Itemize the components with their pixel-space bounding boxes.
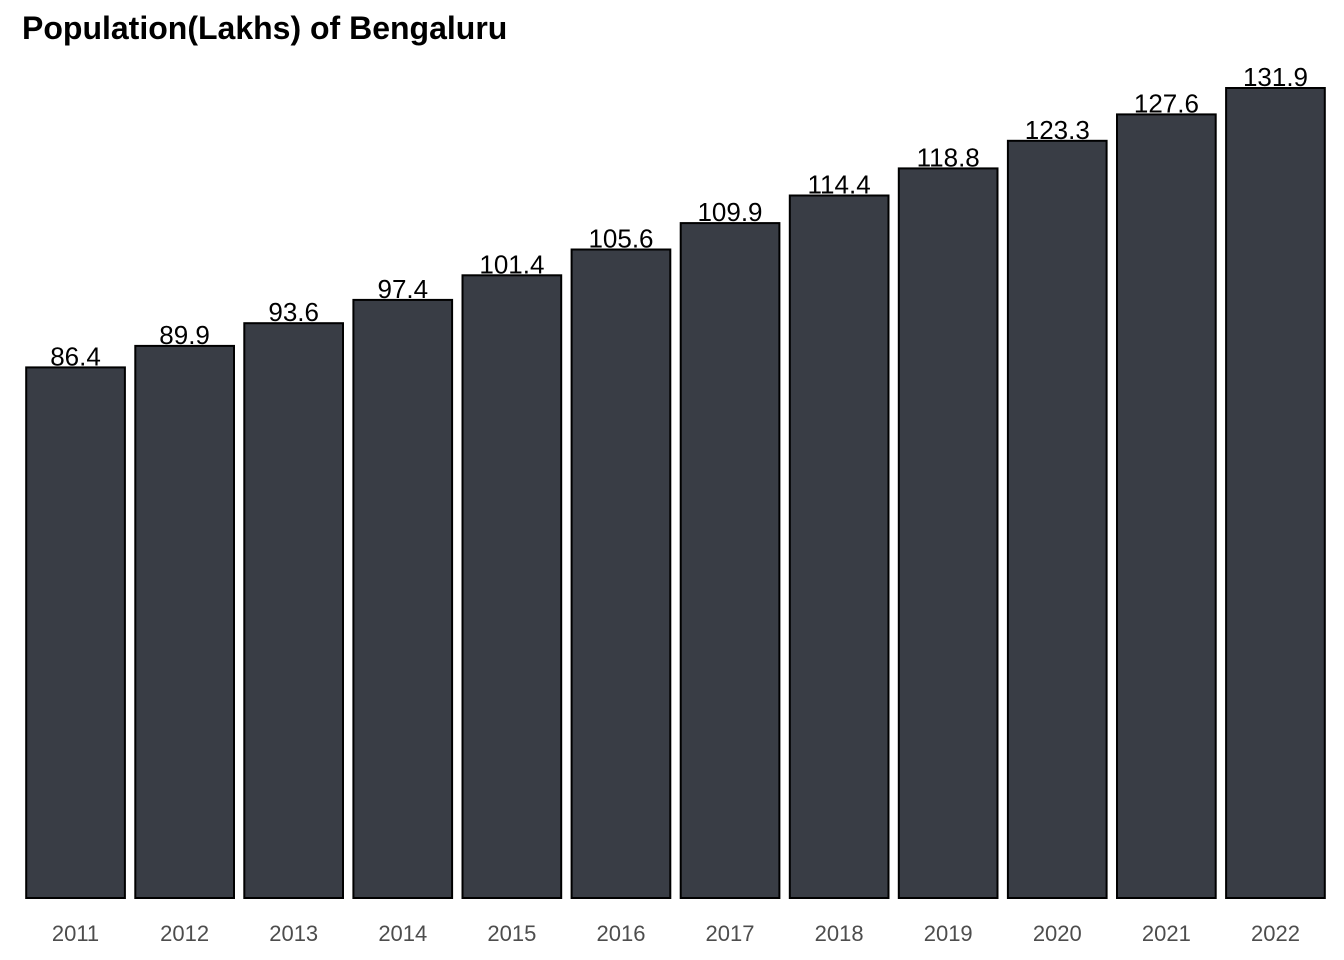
x-axis-ticks: 2011 2012 2013 2014 2015 2016 2017 2018 2019 2020… — [52, 921, 1300, 946]
bar-2015 — [461, 274, 563, 899]
chart-title: Population(Lakhs) of Bengaluru — [22, 10, 508, 46]
value-label-2013: 93.6 — [268, 297, 319, 327]
bar-2019 — [897, 167, 999, 899]
x-tick-label-2022: 2022 — [1251, 921, 1300, 946]
value-label-2015: 101.4 — [479, 249, 544, 279]
x-tick-label-2011: 2011 — [52, 921, 99, 946]
x-tick-label-2018: 2018 — [815, 921, 864, 946]
bar-2021 — [1116, 113, 1217, 899]
x-tick-label-2014: 2014 — [378, 921, 427, 946]
bar-2011 — [25, 366, 126, 899]
bar-2013 — [243, 322, 344, 899]
x-tick-label-2013: 2013 — [269, 921, 318, 946]
x-tick-label-2021: 2021 — [1142, 921, 1191, 946]
bar-2022 — [1225, 87, 1326, 899]
value-label-2021: 127.6 — [1134, 88, 1199, 118]
value-label-2020: 123.3 — [1025, 115, 1090, 145]
x-tick-label-2017: 2017 — [706, 921, 755, 946]
value-label-2016: 105.6 — [588, 224, 653, 254]
value-label-2019: 118.8 — [917, 142, 980, 172]
bar-2016 — [570, 248, 672, 899]
x-tick-label-2015: 2015 — [487, 921, 536, 946]
x-tick-label-2016: 2016 — [597, 921, 646, 946]
bar-2012 — [134, 344, 235, 899]
value-label-2018: 114.4 — [808, 170, 871, 200]
value-label-2017: 109.9 — [697, 197, 762, 227]
bars — [25, 87, 1326, 900]
bar-2014 — [352, 298, 454, 899]
x-tick-label-2012: 2012 — [160, 921, 209, 946]
value-label-2014: 97.4 — [377, 274, 428, 304]
value-label-2012: 89.9 — [159, 320, 210, 350]
value-labels: 86.4 89.9 93.6 97.4 101.4 105.6 109.9 114.4 118.… — [50, 62, 1308, 371]
bar-2018 — [788, 194, 890, 899]
x-tick-label-2019: 2019 — [924, 921, 973, 946]
x-tick-label-2020: 2020 — [1033, 921, 1082, 946]
bar-2017 — [679, 222, 781, 900]
value-label-2011: 86.4 — [50, 341, 101, 371]
value-label-2022: 131.9 — [1243, 62, 1308, 92]
bar-2020 — [1006, 139, 1108, 900]
